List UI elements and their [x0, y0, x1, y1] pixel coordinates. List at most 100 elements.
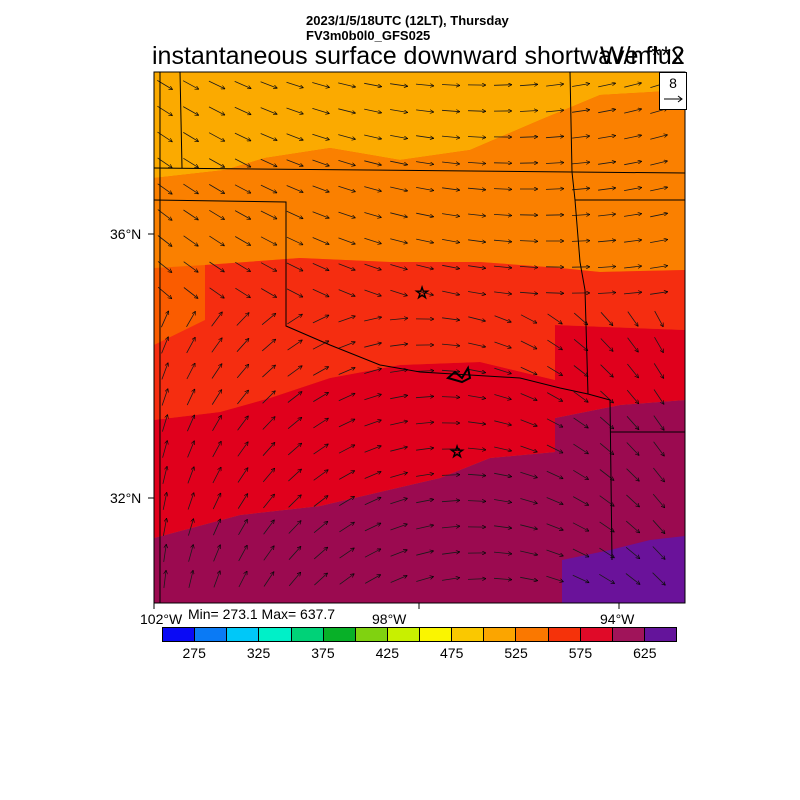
wind-vector	[183, 157, 198, 167]
colorbar-swatch-5	[323, 628, 356, 641]
wind-vector	[364, 82, 382, 86]
wind-vector	[263, 546, 274, 561]
wind-vector	[416, 212, 434, 217]
wind-vector	[183, 106, 199, 116]
wind-vector	[416, 135, 434, 139]
wind-vector	[442, 578, 460, 581]
wind-vector	[571, 241, 590, 242]
wind-vector	[162, 492, 167, 510]
wind-vector	[520, 419, 538, 426]
wind-vector	[209, 261, 225, 272]
colorbar-tick-label: 325	[246, 645, 271, 661]
colorbar-swatch-13	[580, 628, 613, 641]
wind-vector	[187, 441, 195, 458]
wind-vector	[261, 339, 276, 352]
wind-vector	[416, 499, 434, 504]
wind-vector	[572, 548, 589, 558]
wind-vector	[598, 83, 616, 88]
wind-vector	[188, 570, 193, 588]
wind-vector	[415, 371, 434, 372]
wind-vector	[211, 338, 222, 353]
model-name: FV3m0b0l0_GFS025	[306, 28, 431, 43]
star-marker-okc: ☆	[415, 285, 429, 302]
forecast-datetime: 2023/1/5/18UTC (12LT), Thursday	[306, 13, 509, 28]
wind-vector	[468, 395, 486, 399]
wind-vector	[650, 187, 668, 192]
wind-vector	[416, 448, 434, 451]
wind-vector	[338, 185, 355, 192]
wind-vector	[494, 367, 511, 373]
wind-vector	[600, 338, 613, 352]
wind-vector	[339, 548, 355, 559]
wind-vector	[260, 133, 278, 141]
wind-vector	[287, 417, 302, 430]
wind-vector	[573, 443, 588, 454]
wind-vector	[441, 110, 460, 111]
wind-vector	[364, 263, 382, 270]
wind-vector	[468, 421, 486, 424]
wind-vector	[234, 132, 251, 141]
wind-vector	[390, 83, 408, 87]
wind-vector	[597, 240, 616, 242]
colorbar-swatch-3	[259, 628, 292, 641]
wind-vector	[547, 313, 563, 324]
wind-vector	[262, 365, 275, 378]
wind-vector	[571, 188, 590, 190]
wind-vector	[234, 158, 251, 168]
wind-vector	[494, 394, 511, 400]
wind-vector	[571, 214, 590, 215]
wind-vector	[238, 571, 248, 588]
wind-vector	[390, 238, 407, 244]
lake-outline	[445, 365, 472, 384]
wind-vector	[598, 136, 616, 139]
wind-vector	[624, 240, 642, 243]
wind-vector	[626, 442, 639, 456]
wind-vector	[263, 520, 275, 535]
wind-vector	[211, 389, 222, 405]
wind-vector	[287, 340, 303, 351]
colorbar-swatch-7	[387, 628, 420, 641]
wind-vector	[494, 420, 511, 425]
wind-vector	[208, 106, 225, 116]
reference-arrow-icon	[664, 95, 683, 103]
lat-label-36: 36°N	[110, 226, 142, 242]
wind-vector	[338, 160, 355, 165]
wind-vector	[237, 493, 248, 509]
wind-vector	[468, 214, 486, 216]
wind-vector	[624, 187, 642, 191]
wind-vector	[624, 83, 641, 88]
wind-vector	[183, 287, 198, 299]
wind-vector	[627, 311, 638, 327]
wind-vector	[468, 291, 486, 295]
wind-vector	[519, 266, 538, 267]
wind-vector	[626, 416, 639, 429]
wind-vector	[338, 108, 355, 113]
wind-vector	[162, 440, 168, 458]
wind-vector	[212, 441, 222, 458]
wind-vector	[183, 235, 199, 246]
wind-vector	[467, 162, 486, 163]
wind-vector	[339, 574, 355, 585]
wind-vector	[573, 496, 589, 506]
wind-vector	[286, 133, 304, 140]
wind-vector	[546, 470, 563, 478]
wind-vector	[390, 473, 407, 478]
colorbar-swatch-6	[355, 628, 388, 641]
wind-vector	[364, 160, 381, 165]
wind-vector	[598, 162, 616, 165]
wind-vector	[650, 266, 668, 269]
wind-vector	[390, 135, 408, 138]
wind-vector	[442, 162, 460, 164]
wind-vector	[212, 415, 222, 431]
colorbar-swatch-14	[612, 628, 645, 641]
wind-vector	[312, 237, 330, 245]
wind-vector	[286, 288, 303, 298]
wind-vector	[286, 81, 304, 88]
wind-vector	[599, 416, 614, 429]
wind-vector	[313, 392, 328, 402]
wind-vector	[652, 572, 666, 586]
wind-vector	[627, 363, 638, 378]
wind-vector	[442, 213, 460, 217]
wind-vector	[390, 160, 408, 165]
wind-vector	[545, 293, 564, 294]
